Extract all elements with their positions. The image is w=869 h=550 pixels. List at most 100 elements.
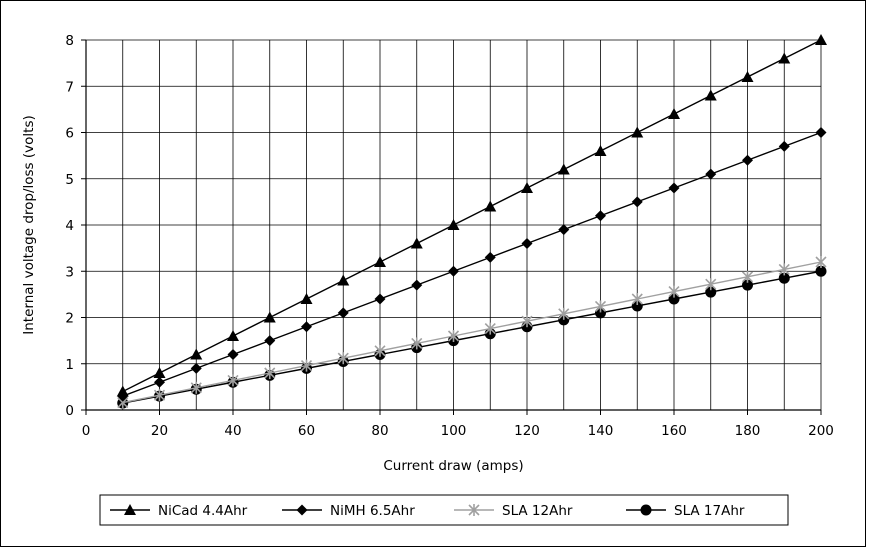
y-tick-label: 3 [65, 264, 74, 280]
y-axis-label: Internal voltage drop/loss (volts) [21, 115, 37, 334]
legend-label: NiMH 6.5Ahr [330, 503, 415, 519]
data-point [484, 322, 496, 335]
legend-item: NiCad 4.4Ahr [110, 503, 248, 519]
data-point [227, 374, 239, 387]
data-point [337, 274, 350, 286]
data-point [447, 219, 460, 230]
data-point [668, 182, 680, 194]
x-tick-label: 200 [808, 423, 834, 439]
data-point [374, 344, 386, 357]
y-tick-label: 2 [65, 311, 74, 327]
y-tick-label: 6 [65, 126, 74, 142]
data-point [153, 367, 166, 378]
data-point [778, 263, 790, 276]
x-tick-label: 100 [441, 423, 467, 439]
data-point [705, 168, 717, 180]
data-point [631, 293, 643, 305]
series-line [122, 270, 822, 404]
data-point [301, 321, 312, 333]
data-point [484, 251, 496, 263]
data-point [705, 278, 717, 291]
series-line [122, 261, 822, 404]
data-point [742, 279, 753, 291]
data-point [300, 359, 313, 372]
data-point [778, 272, 790, 284]
data-point [741, 270, 754, 283]
x-tick-label: 160 [661, 423, 687, 439]
data-point [668, 108, 680, 119]
data-point [594, 300, 607, 313]
data-point [190, 348, 203, 360]
series-nicad-4-4ahr [116, 34, 827, 397]
data-point [742, 154, 753, 166]
data-point [190, 362, 202, 374]
data-point [815, 34, 827, 45]
data-point [558, 224, 570, 236]
data-point [447, 330, 460, 342]
legend-item: NiMH 6.5Ahr [282, 503, 415, 519]
data-point [704, 89, 717, 101]
data-point [815, 127, 827, 138]
data-point [300, 293, 313, 304]
data-point [631, 300, 643, 312]
legend-label: SLA 12Ahr [502, 503, 573, 519]
data-point [468, 504, 480, 516]
data-point [557, 163, 570, 175]
data-point [263, 311, 276, 323]
data-point [778, 52, 791, 64]
data-point [668, 293, 680, 305]
data-point [631, 126, 644, 138]
y-tick-label: 7 [65, 79, 74, 95]
data-point [411, 337, 423, 350]
data-point [296, 504, 308, 516]
data-point [264, 335, 276, 347]
data-point [741, 71, 754, 82]
x-tick-label: 140 [588, 423, 614, 439]
legend-box [99, 494, 789, 526]
data-point [153, 389, 166, 402]
data-point [411, 279, 423, 291]
x-tick-label: 0 [82, 423, 91, 439]
data-point [337, 307, 349, 319]
data-point [448, 265, 459, 277]
x-tick-label: 120 [514, 423, 540, 439]
series-nimh-6-5ahr [117, 127, 827, 402]
legend-label: SLA 17Ahr [674, 503, 745, 519]
x-tick-label: 60 [298, 423, 315, 439]
legend: NiCad 4.4Ahr NiMH 6.5Ahr SLA 12Ahr SLA 17Ah… [99, 494, 789, 526]
series-sla-17ahr [117, 265, 827, 409]
data-point [595, 210, 606, 222]
data-point [815, 256, 827, 268]
y-tick-labels: 0 1 2 3 4 5 6 7 8 [65, 33, 74, 419]
x-tick-label: 80 [371, 423, 388, 439]
data-point [374, 293, 386, 305]
data-point [631, 196, 643, 208]
data-point [264, 367, 276, 379]
legend-item: SLA 12Ahr [454, 503, 573, 519]
data-point [374, 256, 386, 267]
data-point [594, 145, 607, 156]
series-line [122, 39, 822, 393]
y-tick-label: 0 [65, 403, 74, 419]
data-point [640, 504, 652, 516]
data-point [190, 381, 202, 394]
x-axis-label: Current draw (amps) [383, 458, 523, 474]
data-point [154, 376, 165, 388]
y-tick-label: 8 [65, 33, 74, 49]
data-point [116, 385, 129, 397]
y-tick-label: 5 [65, 172, 74, 188]
y-tick-label: 4 [65, 218, 74, 234]
legend-label: NiCad 4.4Ahr [158, 503, 248, 519]
data-point [124, 504, 136, 515]
data-point [521, 238, 533, 249]
data-point [227, 330, 239, 341]
y-tick-label: 1 [65, 357, 74, 373]
data-point [815, 265, 827, 277]
x-tick-labels: 0 20 40 60 80 100 120 140 160 180 200 [82, 423, 834, 439]
data-point [410, 237, 423, 249]
data-point [521, 315, 533, 328]
x-tick-label: 40 [224, 423, 241, 439]
data-point [337, 352, 349, 365]
